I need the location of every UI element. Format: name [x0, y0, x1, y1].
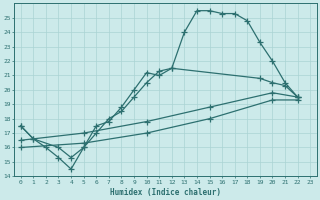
X-axis label: Humidex (Indice chaleur): Humidex (Indice chaleur)	[110, 188, 221, 197]
